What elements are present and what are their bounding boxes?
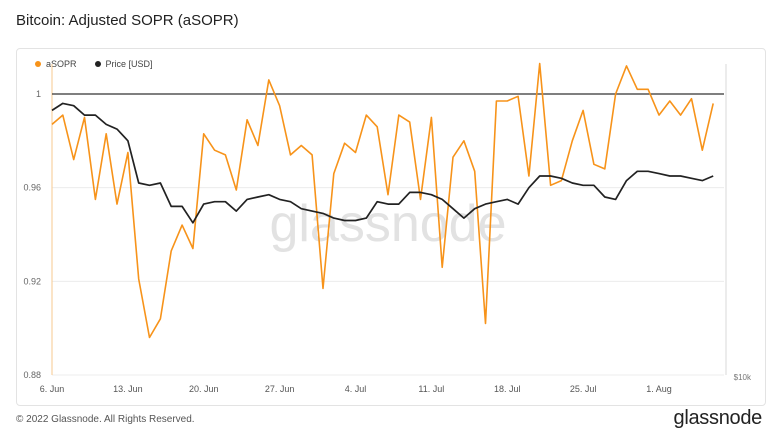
price-line bbox=[51, 102, 714, 224]
x-tick-label: 27. Jun bbox=[265, 384, 295, 394]
legend-label-asopr: aSOPR bbox=[46, 59, 77, 69]
y-axis-right-label: $10k bbox=[734, 373, 752, 382]
x-tick-label: 25. Jul bbox=[570, 384, 597, 394]
asopr-line bbox=[51, 62, 714, 339]
glassnode-logo: glassnode bbox=[673, 407, 763, 429]
legend-swatch-price bbox=[94, 61, 101, 67]
legend: aSOPR Price [USD] bbox=[35, 59, 153, 69]
y-tick-label: 0.96 bbox=[23, 183, 41, 193]
x-tick-label: 1. Aug bbox=[646, 384, 672, 394]
legend-item-asopr[interactable]: aSOPR bbox=[35, 59, 77, 69]
legend-label-price: Price [USD] bbox=[105, 59, 153, 69]
x-tick-label: 13. Jun bbox=[113, 384, 143, 394]
legend-item-price[interactable]: Price [USD] bbox=[94, 59, 153, 69]
chart-title: Bitcoin: Adjusted SOPR (aSOPR) bbox=[16, 12, 239, 29]
x-tick-label: 6. Jun bbox=[40, 384, 65, 394]
x-tick-label: 11. Jul bbox=[418, 384, 444, 394]
y-tick-label: 0.88 bbox=[23, 370, 41, 380]
y-tick-label: 1 bbox=[36, 89, 41, 99]
y-tick-label: 0.92 bbox=[23, 276, 41, 286]
legend-swatch-asopr bbox=[35, 61, 41, 67]
x-tick-label: 4. Jul bbox=[345, 384, 367, 394]
x-tick-label: 18. Jul bbox=[494, 384, 521, 394]
x-tick-label: 20. Jun bbox=[189, 384, 219, 394]
copyright-footer: © 2022 Glassnode. All Rights Reserved. bbox=[16, 414, 195, 425]
chart-card: aSOPR Price [USD] 0.88 0.92 0.96 1 glassnode… bbox=[16, 48, 766, 406]
